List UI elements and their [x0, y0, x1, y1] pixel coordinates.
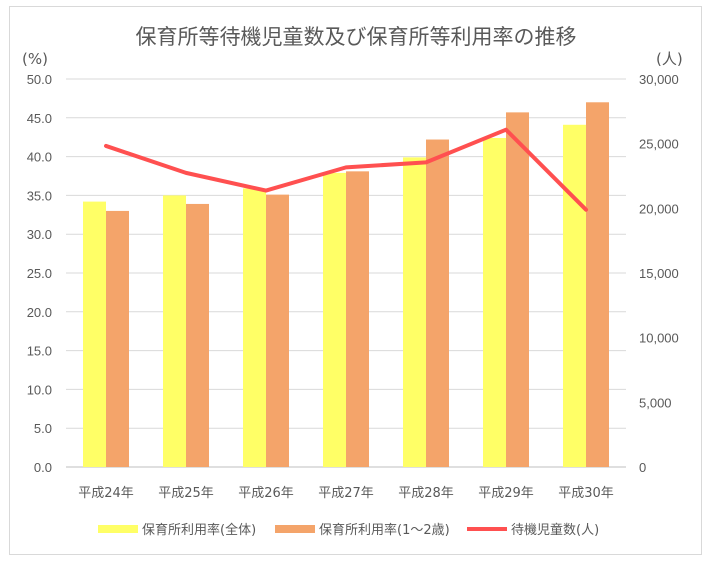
- bars: [83, 102, 609, 468]
- left-tick-label: 5.0: [34, 421, 52, 436]
- left-tick-label: 45.0: [27, 111, 52, 126]
- left-tick-label: 40.0: [27, 150, 52, 165]
- waiting-children-line: [104, 127, 588, 212]
- left-tick-label: 50.0: [27, 72, 52, 87]
- category-label: 平成26年: [238, 486, 294, 501]
- bar-age1-2: [186, 203, 209, 467]
- bar-overall: [243, 188, 266, 467]
- gridlines: [66, 78, 626, 468]
- bar-overall: [323, 172, 346, 467]
- category-label: 平成27年: [318, 486, 374, 501]
- category-label: 平成30年: [558, 486, 614, 501]
- category-label: 平成24年: [78, 486, 134, 501]
- right-tick-label: 20,000: [639, 201, 679, 216]
- bar-age1-2: [506, 112, 529, 468]
- right-tick-label: 0: [639, 460, 646, 475]
- bar-age1-2: [426, 139, 449, 467]
- left-tick-label: 15.0: [27, 344, 52, 359]
- bar-overall: [483, 137, 506, 467]
- bar-overall: [83, 201, 106, 467]
- legend-swatch: [275, 525, 315, 533]
- category-labels: 平成24年 平成25年 平成26年 平成27年 平成28年 平成29年 平成30年: [78, 486, 614, 501]
- waiting-children-line-path: [104, 127, 588, 212]
- chart-title: 保育所等待機児童数及び保育所等利用率の推移: [136, 25, 577, 49]
- right-tick-label: 30,000: [639, 72, 679, 87]
- category-label: 平成28年: [398, 486, 454, 501]
- right-tick-label: 15,000: [639, 266, 679, 281]
- bar-overall: [163, 195, 186, 467]
- legend-label: 保育所利用率(1～2歳): [319, 522, 450, 538]
- left-tick-label: 10.0: [27, 382, 52, 397]
- bar-age1-2: [266, 194, 289, 467]
- left-tick-label: 30.0: [27, 227, 52, 242]
- legend-swatch: [98, 525, 138, 533]
- left-axis-unit: (%): [22, 50, 48, 68]
- legend: 保育所利用率(全体) 保育所利用率(1～2歳) 待機児童数(人): [98, 522, 599, 538]
- category-label: 平成25年: [158, 486, 214, 501]
- right-axis-unit: (人): [656, 50, 683, 68]
- bar-overall: [563, 124, 586, 467]
- bar-age1-2: [586, 102, 609, 467]
- legend-label: 待機児童数(人): [511, 522, 599, 538]
- bar-age1-2: [106, 210, 129, 468]
- right-tick-label: 10,000: [639, 331, 679, 346]
- right-tick-label: 25,000: [639, 137, 679, 152]
- category-label: 平成29年: [478, 486, 534, 501]
- left-axis-ticks: 0.0 5.0 10.0 15.0 20.0 25.0 30.0 35.0 40.0 45.0 50…: [27, 72, 52, 475]
- right-axis-ticks: 0 5,000 10,000 15,000 20,000 25,000 30,000: [639, 72, 679, 475]
- right-tick-label: 5,000: [639, 395, 672, 410]
- left-tick-label: 0.0: [34, 460, 52, 475]
- left-tick-label: 35.0: [27, 188, 52, 203]
- left-tick-label: 20.0: [27, 305, 52, 320]
- left-tick-label: 25.0: [27, 266, 52, 281]
- bar-overall: [403, 157, 426, 467]
- legend-label: 保育所利用率(全体): [142, 522, 256, 538]
- bar-age1-2: [346, 171, 369, 467]
